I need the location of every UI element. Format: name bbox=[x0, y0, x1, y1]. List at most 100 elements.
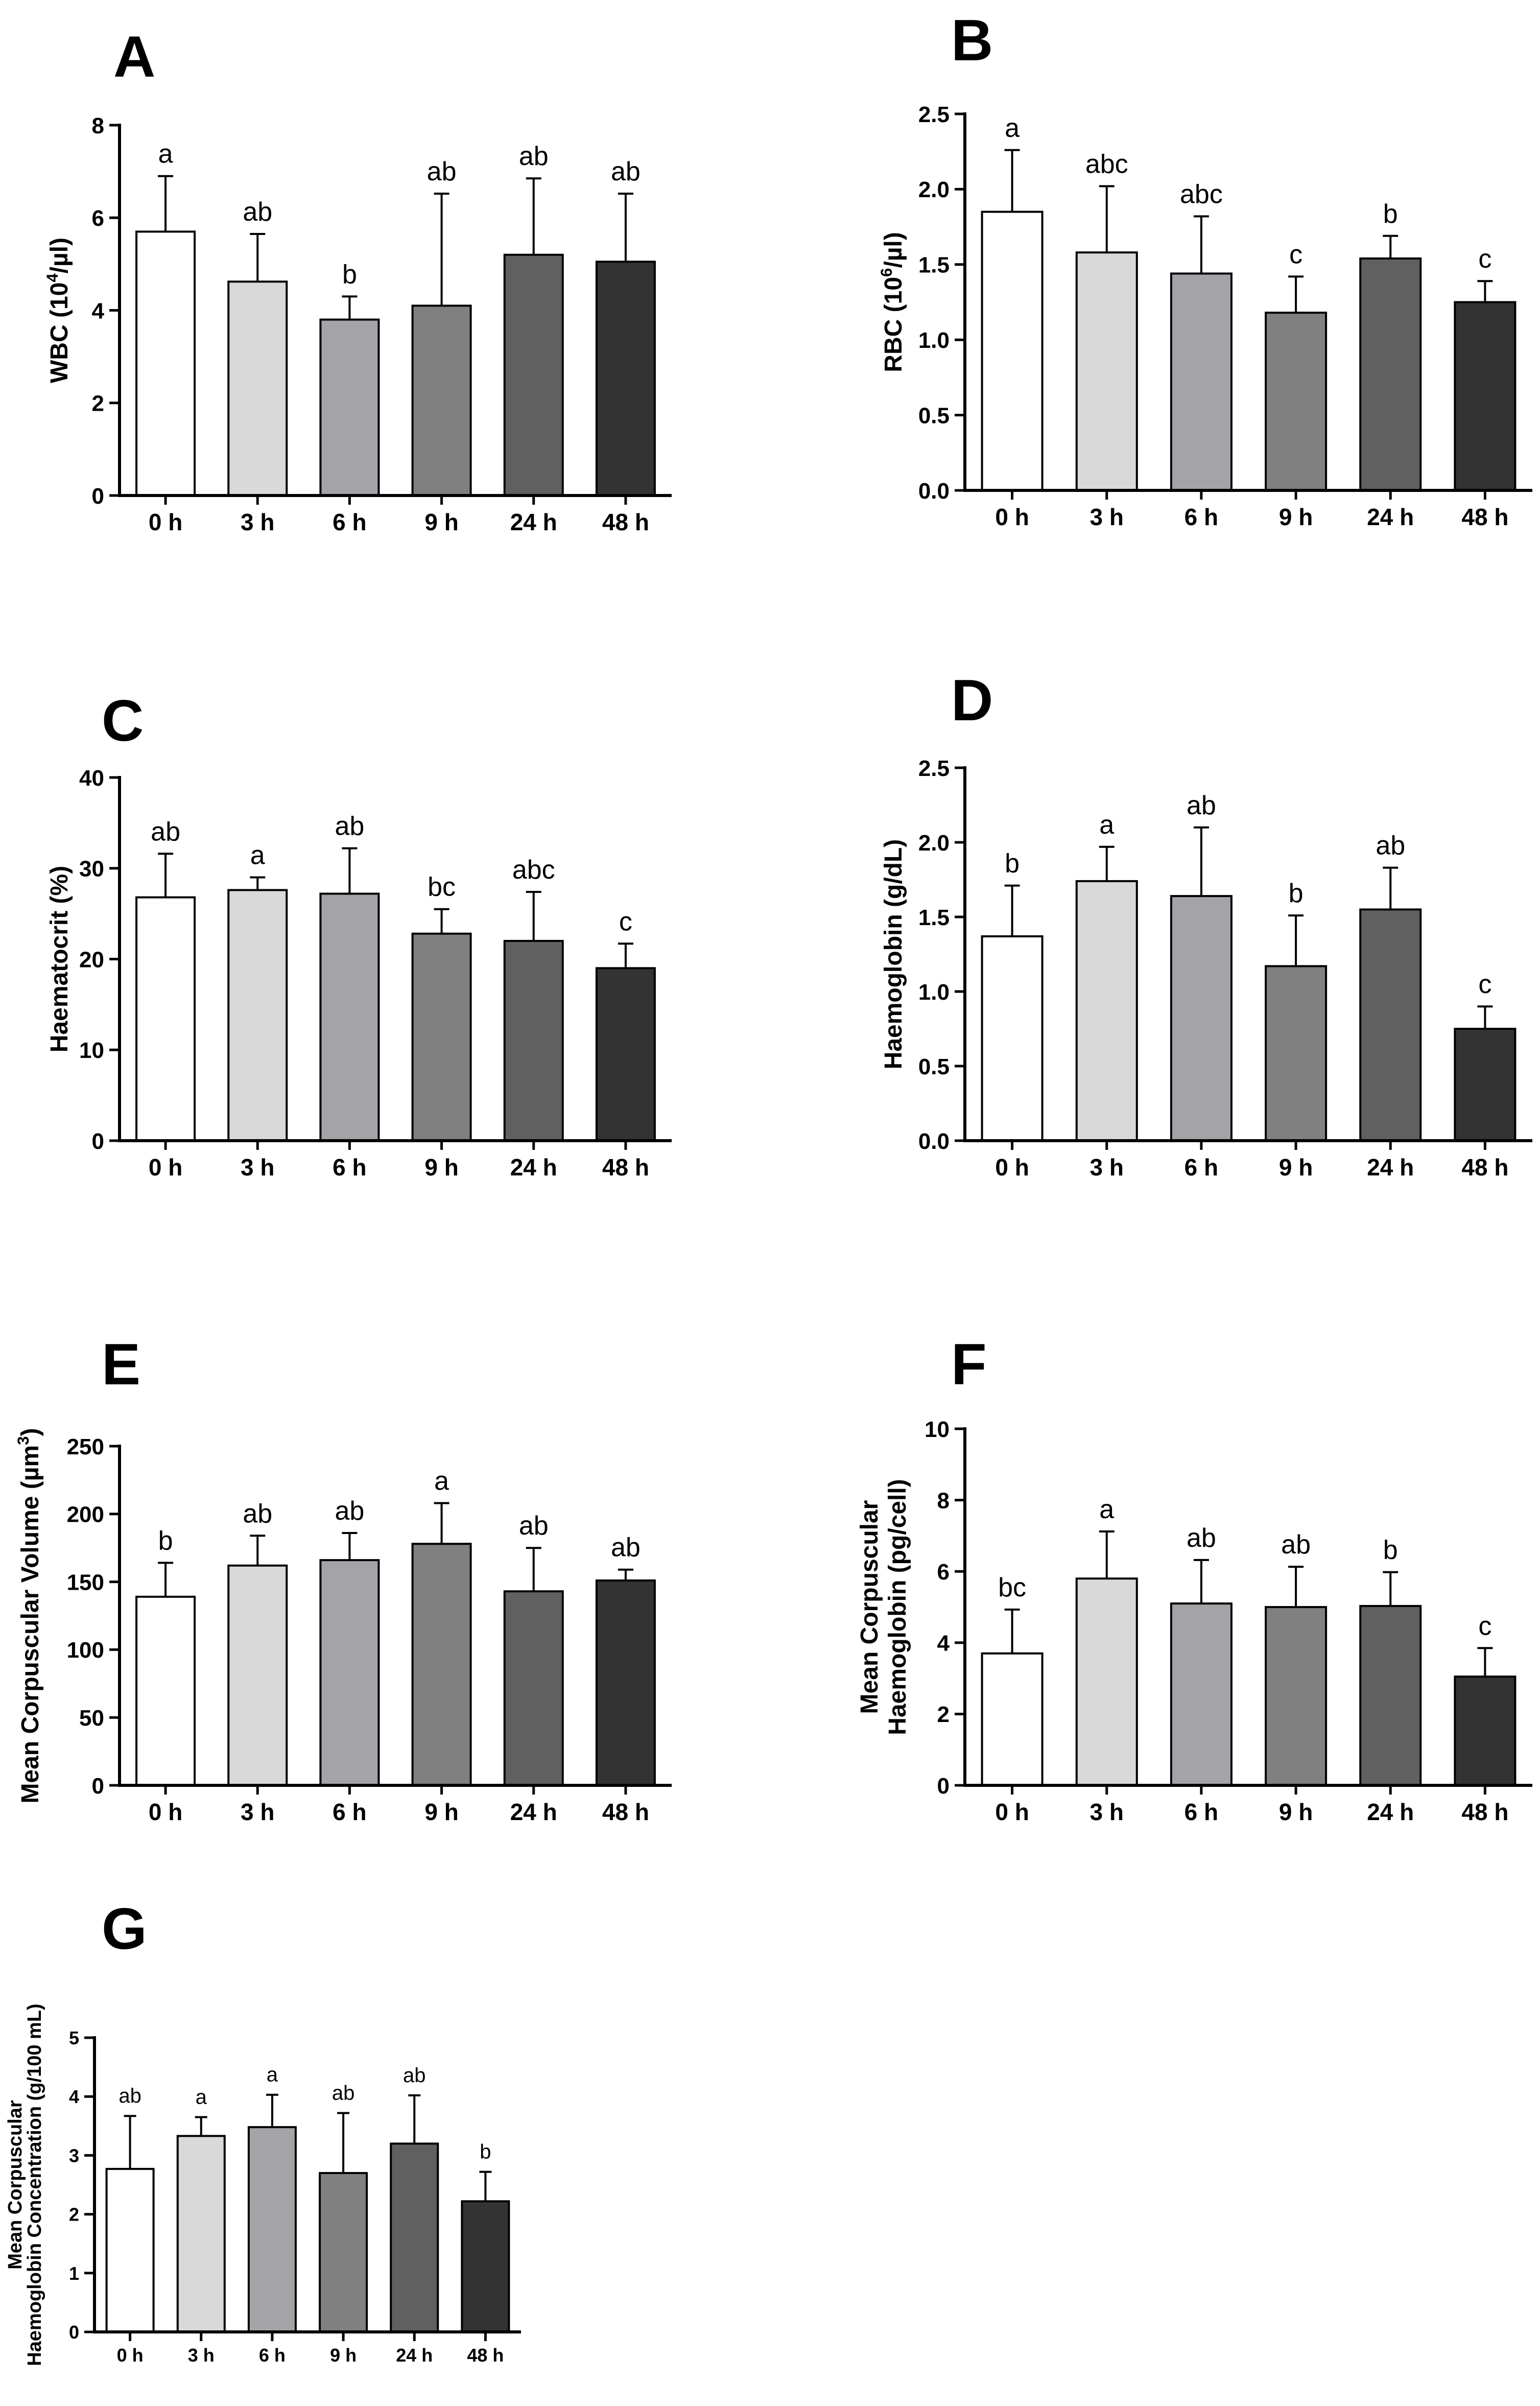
significance-label: ab bbox=[1376, 831, 1405, 861]
x-tick-label: 0 h bbox=[995, 1154, 1029, 1181]
significance-label: abc bbox=[512, 855, 555, 885]
y-tick-label: 2.0 bbox=[918, 177, 950, 202]
x-tick-label: 48 h bbox=[602, 1799, 649, 1825]
y-tick-label: 1.0 bbox=[918, 328, 950, 353]
significance-label: b bbox=[342, 260, 357, 289]
x-tick-label: 6 h bbox=[1184, 1154, 1218, 1181]
x-tick-label: 0 h bbox=[149, 1154, 182, 1181]
y-tick-label: 2 bbox=[69, 2204, 79, 2225]
bar-6h bbox=[319, 1559, 380, 1786]
bar-0h bbox=[105, 2167, 155, 2333]
y-axis-label: Haemoglobin (g/dL) bbox=[880, 839, 907, 1070]
y-tick-label: 1 bbox=[69, 2263, 79, 2284]
y-tick-label: 20 bbox=[79, 947, 104, 972]
panel-letter: C bbox=[102, 689, 144, 753]
y-tick-label: 0.0 bbox=[918, 1129, 950, 1154]
significance-label: b bbox=[1383, 1536, 1398, 1565]
x-tick-label: 24 h bbox=[396, 2345, 433, 2366]
bar-9h bbox=[411, 1543, 472, 1786]
significance-label: b bbox=[1289, 879, 1304, 908]
x-tick-label: 0 h bbox=[117, 2345, 144, 2366]
y-axis-label: RBC (106/µl) bbox=[878, 232, 907, 372]
bar-24h bbox=[1359, 908, 1422, 1142]
significance-label: a bbox=[1005, 113, 1020, 143]
bar-0h bbox=[135, 896, 196, 1142]
y-tick-label: 100 bbox=[67, 1638, 104, 1663]
y-tick-label: 10 bbox=[925, 1417, 950, 1442]
x-tick-label: 6 h bbox=[1184, 1799, 1218, 1825]
y-axis-label-line2: Haemoglobin (pg/cell) bbox=[884, 1479, 911, 1735]
x-tick-label: 3 h bbox=[1090, 1799, 1124, 1825]
bar-3h bbox=[176, 2135, 226, 2333]
significance-label: ab bbox=[332, 2082, 355, 2104]
significance-label: a bbox=[158, 139, 173, 169]
bar-48h bbox=[1454, 1676, 1517, 1787]
significance-label: b bbox=[158, 1526, 173, 1555]
y-tick-label: 50 bbox=[79, 1706, 104, 1731]
bar-3h bbox=[1075, 1577, 1138, 1786]
significance-label: a bbox=[1099, 810, 1114, 840]
panel-letter: G bbox=[102, 1897, 147, 1962]
x-tick-label: 3 h bbox=[241, 1799, 274, 1825]
significance-label: ab bbox=[427, 157, 457, 186]
y-tick-label: 0 bbox=[92, 1774, 104, 1799]
x-tick-label: 24 h bbox=[1367, 1799, 1414, 1825]
x-tick-label: 24 h bbox=[510, 1154, 557, 1181]
x-tick-label: 9 h bbox=[424, 1799, 458, 1825]
significance-label: ab bbox=[151, 817, 180, 846]
bar-9h bbox=[319, 2172, 368, 2333]
bar-6h bbox=[1170, 1602, 1233, 1787]
bar-6h bbox=[1170, 895, 1233, 1142]
significance-label: b bbox=[480, 2141, 491, 2163]
panel-letter: E bbox=[102, 1332, 140, 1397]
bar-0h bbox=[135, 230, 196, 497]
bar-9h bbox=[1265, 965, 1328, 1142]
significance-label: ab bbox=[519, 1511, 549, 1541]
y-tick-label: 1.5 bbox=[918, 253, 950, 278]
significance-label: c bbox=[1478, 244, 1491, 274]
bar-0h bbox=[981, 210, 1044, 491]
x-tick-label: 0 h bbox=[149, 509, 182, 535]
y-tick-label: 0 bbox=[69, 2322, 79, 2343]
x-tick-label: 9 h bbox=[1279, 1154, 1313, 1181]
bar-24h bbox=[1359, 1605, 1422, 1786]
bar-9h bbox=[1265, 1606, 1328, 1786]
significance-label: ab bbox=[243, 197, 272, 227]
bar-48h bbox=[595, 261, 656, 497]
significance-label: abc bbox=[1180, 179, 1223, 209]
x-tick-label: 3 h bbox=[241, 509, 274, 535]
bar-48h bbox=[1454, 301, 1517, 491]
panel-letter: B bbox=[951, 8, 993, 73]
bar-6h bbox=[1170, 272, 1233, 491]
significance-label: ab bbox=[1281, 1530, 1311, 1560]
y-tick-label: 8 bbox=[92, 113, 104, 138]
y-tick-label: 2 bbox=[92, 391, 104, 416]
x-tick-label: 9 h bbox=[424, 509, 458, 535]
significance-label: ab bbox=[1187, 1523, 1216, 1553]
significance-label: ab bbox=[335, 1496, 364, 1526]
bar-3h bbox=[227, 1564, 288, 1787]
x-tick-label: 0 h bbox=[149, 1799, 182, 1825]
x-tick-label: 3 h bbox=[188, 2345, 215, 2366]
significance-label: a bbox=[196, 2086, 207, 2109]
y-axis-label-superscript: 4 bbox=[43, 273, 61, 282]
y-axis-label-text: Mean Corpuscular bbox=[5, 2100, 26, 2270]
y-tick-label: 0 bbox=[92, 484, 104, 509]
significance-label: a bbox=[250, 841, 265, 870]
bar-6h bbox=[319, 892, 380, 1142]
bar-6h bbox=[247, 2126, 297, 2333]
x-tick-label: 0 h bbox=[995, 504, 1029, 530]
panel-letter: F bbox=[951, 1332, 987, 1397]
x-tick-label: 6 h bbox=[333, 509, 366, 535]
x-tick-label: 24 h bbox=[1367, 504, 1414, 530]
bar-3h bbox=[1075, 251, 1138, 491]
y-axis-label-text: Haemoglobin (g/dL) bbox=[880, 839, 907, 1070]
y-tick-label: 4 bbox=[69, 2086, 79, 2107]
significance-label: b bbox=[1005, 849, 1020, 879]
x-tick-label: 24 h bbox=[510, 509, 557, 535]
bar-9h bbox=[1265, 312, 1328, 491]
y-tick-label: 0 bbox=[92, 1129, 104, 1154]
bar-24h bbox=[503, 253, 564, 497]
y-tick-label: 30 bbox=[79, 857, 104, 882]
